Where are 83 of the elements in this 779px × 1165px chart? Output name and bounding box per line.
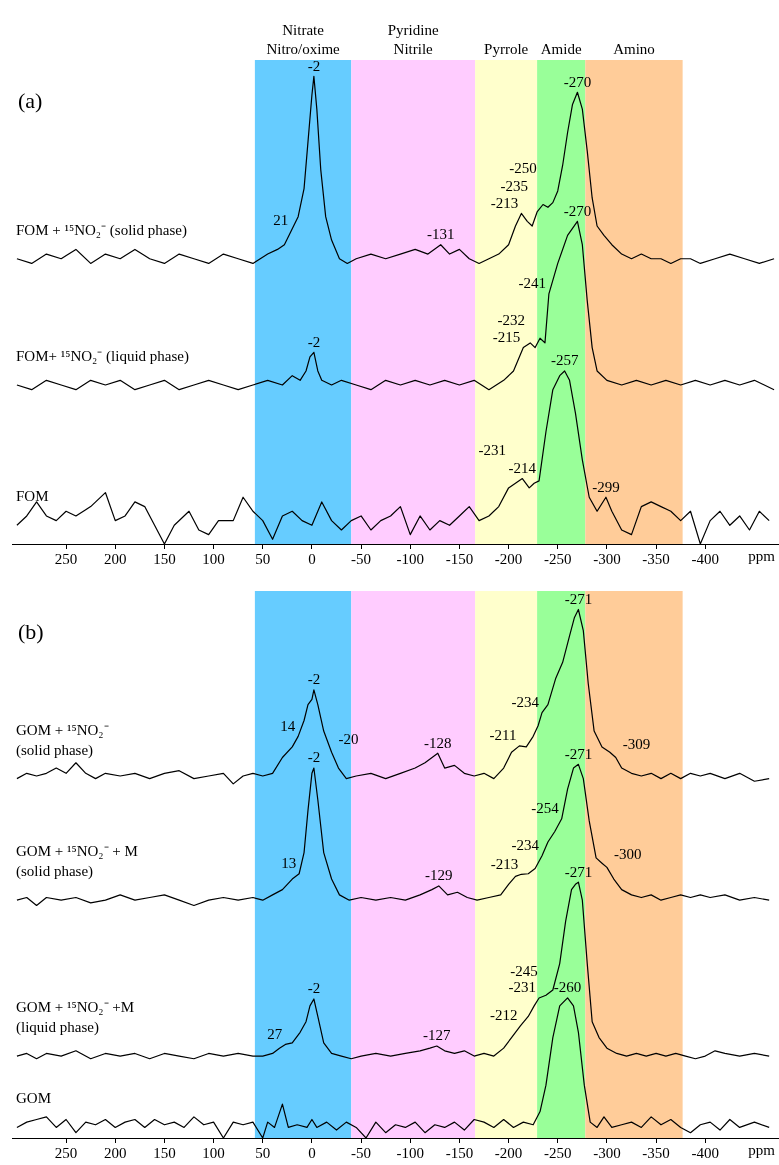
x-tick-label: -400 <box>691 550 719 567</box>
x-tick-label: -350 <box>642 550 670 567</box>
annotation: -128 <box>424 734 452 751</box>
x-tick-label: -400 <box>691 1144 719 1161</box>
x-tick-label: -200 <box>494 1144 523 1161</box>
series-label: FOM <box>16 488 49 505</box>
x-tick-label: 150 <box>153 550 176 567</box>
x-tick-label: -200 <box>494 550 523 567</box>
x-tick-label: -100 <box>396 550 424 567</box>
annotation: -271 <box>564 590 593 607</box>
annotation: -270 <box>563 73 592 90</box>
x-tick-label: -100 <box>396 1144 424 1161</box>
band-label: Amide <box>540 41 582 57</box>
annotation: -213 <box>490 855 519 872</box>
annotation: (a) <box>18 88 43 113</box>
series-label: GOM + ¹⁵NO₂⁻ +M (liquid phase) <box>16 999 135 1037</box>
x-tick-label: 250 <box>54 550 78 567</box>
annotation: -270 <box>563 202 592 219</box>
x-tick-label: -250 <box>544 550 572 567</box>
x-tick-label: -300 <box>593 550 621 567</box>
annotation: -211 <box>489 727 517 744</box>
annotation: -231 <box>508 979 537 996</box>
x-tick-label: 0 <box>308 1144 316 1161</box>
annotation: -300 <box>613 845 642 862</box>
x-tick-label: 50 <box>255 550 271 567</box>
annotation: -234 <box>511 837 540 854</box>
annotation: -212 <box>489 1007 518 1024</box>
annotation: -2 <box>307 671 321 688</box>
x-tick-label: -350 <box>642 1144 670 1161</box>
series-label: FOM + ¹⁵NO₂⁻ (solid phase) <box>16 221 187 239</box>
annotation: -250 <box>509 160 537 177</box>
x-tick-label: 150 <box>153 1144 176 1161</box>
band-label: Amino <box>613 41 655 57</box>
series-label: FOM+ ¹⁵NO₂⁻ (liquid phase) <box>16 348 189 365</box>
annotation: -260 <box>553 979 582 996</box>
annotation: -245 <box>510 963 538 980</box>
x-tick-label: -50 <box>351 1144 372 1161</box>
band-label: Nitrate Nitro/oxime <box>266 22 341 57</box>
annotation: -231 <box>478 442 507 459</box>
x-tick-label: 200 <box>104 1144 127 1161</box>
x-tick-label: 50 <box>255 1144 271 1161</box>
annotation: -254 <box>531 800 560 817</box>
annotation: -2 <box>307 57 321 74</box>
x-tick-label: 250 <box>54 1144 78 1161</box>
x-axis-title: ppm <box>748 548 776 565</box>
annotation: -241 <box>518 275 546 292</box>
annotation: 14 <box>280 717 296 734</box>
annotation: -127 <box>423 1027 452 1044</box>
series-label: GOM + ¹⁵NO₂⁻ + M (solid phase) <box>16 843 138 881</box>
x-tick-label: -50 <box>351 550 372 567</box>
x-tick-label: -150 <box>445 550 474 567</box>
annotation: (b) <box>18 619 44 644</box>
annotation: -309 <box>622 735 651 752</box>
annotation: -271 <box>564 863 593 880</box>
x-tick-label: 100 <box>202 550 225 567</box>
x-tick-label: 100 <box>202 1144 225 1161</box>
annotation: -215 <box>492 329 521 346</box>
annotation: -2 <box>307 980 321 997</box>
band-label: Pyridine Nitrile <box>387 22 439 57</box>
band-label: Pyrrole <box>484 41 529 57</box>
annotation: -129 <box>425 867 453 884</box>
x-tick-label: 200 <box>104 550 127 567</box>
series-label: GOM <box>16 1090 52 1107</box>
x-tick-label: -150 <box>445 1144 474 1161</box>
x-tick-label: -250 <box>544 1144 572 1161</box>
annotation: -257 <box>550 352 579 369</box>
annotation: -213 <box>490 194 519 211</box>
annotation: 13 <box>281 855 297 872</box>
annotation: 21 <box>273 212 289 229</box>
x-axis-title: ppm <box>748 1142 776 1159</box>
annotation: -2 <box>307 333 321 350</box>
x-tick-label: -300 <box>593 1144 621 1161</box>
annotation: -299 <box>592 478 620 495</box>
annotation: -271 <box>564 745 593 762</box>
x-tick-label: 0 <box>308 550 316 567</box>
annotation: -232 <box>497 311 526 328</box>
annotation: 27 <box>267 1025 283 1042</box>
annotation: -131 <box>426 226 455 243</box>
annotation: -2 <box>307 749 321 766</box>
annotation: -235 <box>500 177 528 194</box>
series-label: GOM + ¹⁵NO₂⁻ (solid phase) <box>16 721 109 759</box>
annotation: -234 <box>511 693 540 710</box>
annotation: -214 <box>508 459 537 476</box>
